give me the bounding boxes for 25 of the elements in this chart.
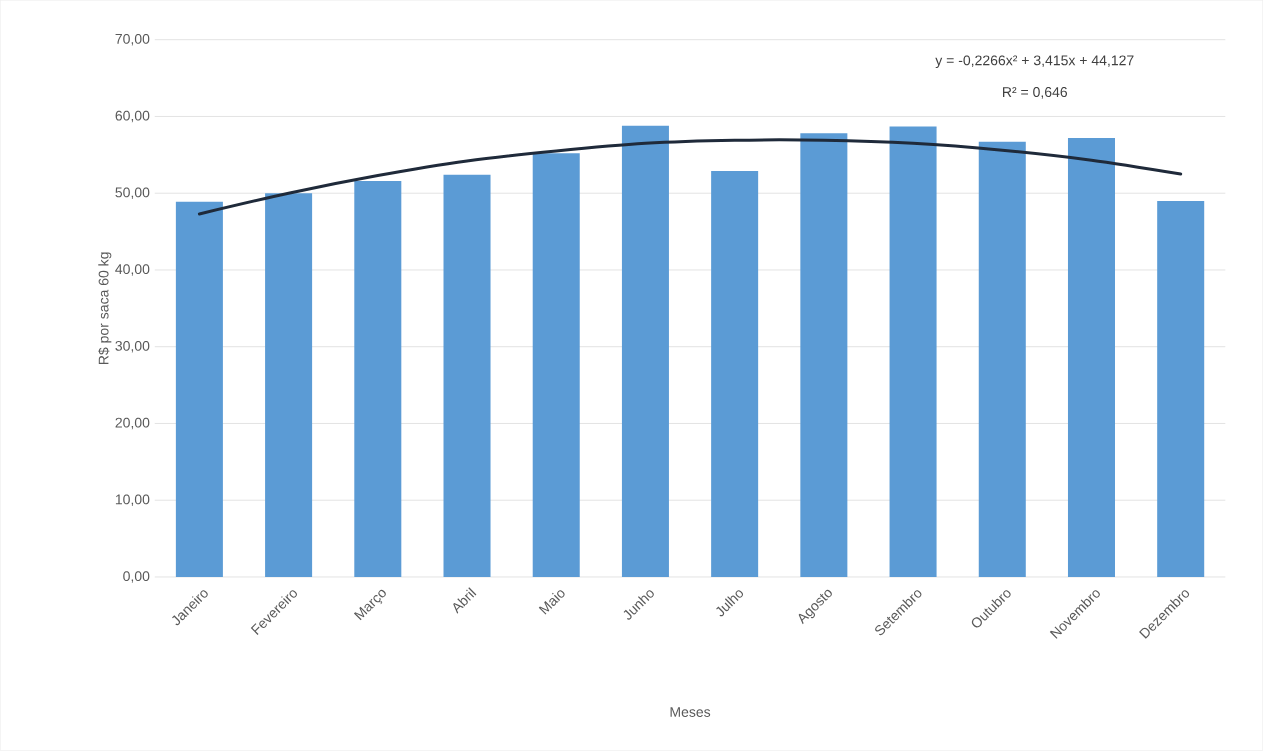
bar (1157, 201, 1205, 578)
y-tick-label: 60,00 (115, 110, 150, 123)
y-tick-label: 20,00 (115, 417, 150, 430)
bar (978, 141, 1026, 578)
line-series (197, 138, 1183, 216)
annotation: y = -0,2266x² + 3,415x + 44,127 (935, 55, 1134, 69)
y-tick-label: 70,00 (115, 34, 150, 46)
bar (443, 174, 491, 578)
annotation: R² = 0,646 (1003, 87, 1068, 99)
bar (532, 153, 580, 578)
y-tick-label: 50,00 (115, 187, 150, 200)
bar (621, 125, 669, 578)
bar (175, 201, 223, 578)
y-tick-label: 30,00 (115, 341, 150, 353)
bar (889, 126, 937, 578)
y-tick-label: 0,00 (123, 571, 150, 583)
bar (354, 181, 402, 578)
bar (800, 133, 848, 578)
y-axis-title: R$ por saca 60 kg (98, 252, 112, 365)
y-tick-label: 10,00 (115, 494, 150, 507)
bar (265, 193, 313, 578)
bar (711, 171, 759, 578)
y-tick-label: 40,00 (115, 264, 150, 276)
x-axis-title: Meses (670, 707, 711, 718)
bar (1067, 138, 1115, 578)
